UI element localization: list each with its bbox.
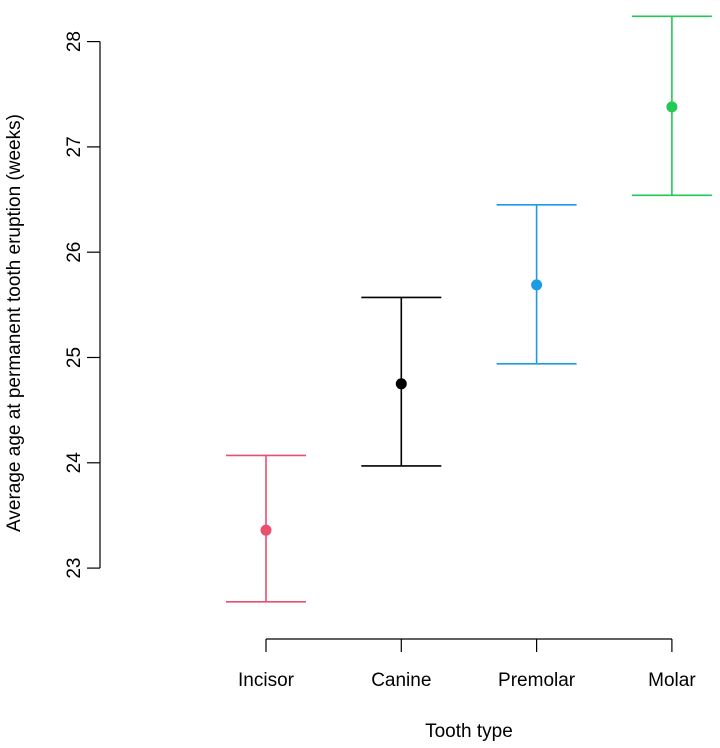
x-tick-label: Incisor xyxy=(238,670,295,691)
y-tick-label: 28 xyxy=(64,31,85,52)
y-tick-label: 23 xyxy=(64,558,85,579)
error-bar-group xyxy=(226,454,306,603)
mean-point xyxy=(531,279,543,291)
mean-point xyxy=(395,378,407,390)
y-tick-label: 27 xyxy=(64,136,85,157)
y-tick-label: 24 xyxy=(64,452,85,474)
y-axis-title: Average age at permanent tooth eruption … xyxy=(4,114,25,532)
x-axis: Incisor Canine Premolar Molar xyxy=(238,638,696,691)
plot-area xyxy=(226,15,712,603)
y-tick-label: 26 xyxy=(64,242,85,263)
y-axis: 23 24 25 26 27 28 xyxy=(64,31,101,579)
x-axis-title: Tooth type xyxy=(425,721,513,742)
x-tick-label: Canine xyxy=(371,670,431,691)
y-tick-label: 25 xyxy=(64,347,85,368)
mean-point xyxy=(260,524,272,536)
error-bar-group xyxy=(361,296,442,467)
x-tick-label: Premolar xyxy=(498,670,576,691)
error-bar-group xyxy=(496,204,577,365)
mean-point xyxy=(666,101,678,113)
error-bar-group xyxy=(631,15,712,197)
x-tick-label: Molar xyxy=(648,670,696,691)
